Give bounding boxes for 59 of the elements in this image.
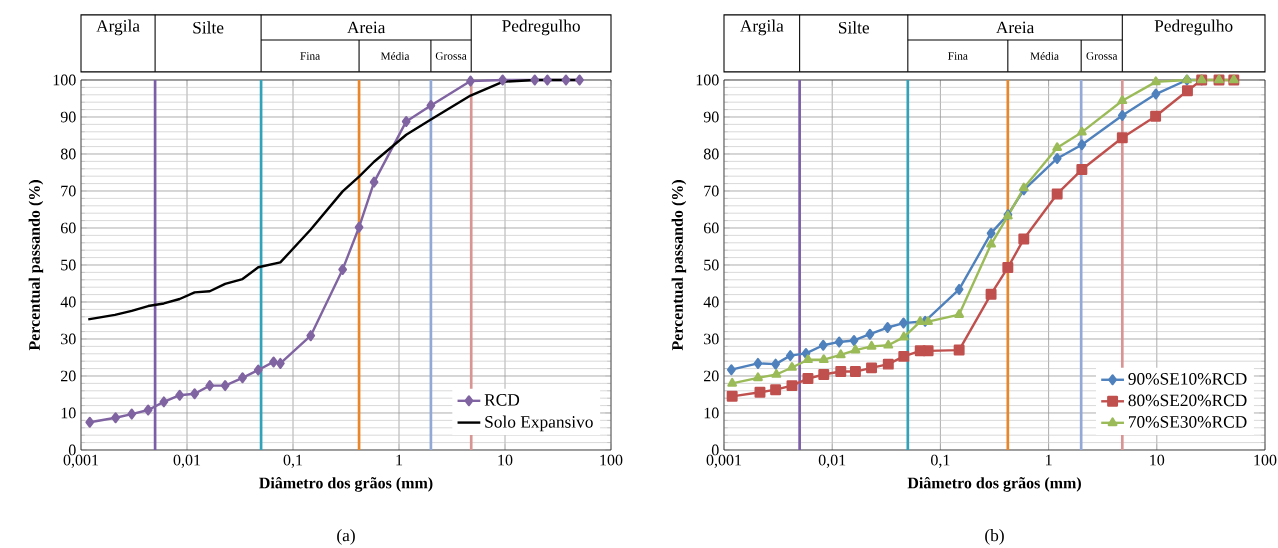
legend-label: 70%SE30%RCD [1128,416,1247,428]
y-tick-label: 80 [60,148,76,160]
text: Fina [948,52,968,60]
text: Areia [347,21,386,34]
text: (a) [337,529,355,545]
y-tick-label: 30 [61,333,76,345]
y-tick-label: 20 [61,370,76,382]
text: Areia [995,21,1035,34]
y-tick-label: 10 [61,407,76,419]
text: Grossa [435,52,467,60]
y-axis-title: Percentual passando (%) [28,180,44,351]
x-axis-title: Diâmetro dos grãos (mm) [259,476,433,492]
text: Média [380,51,410,60]
legend-label: Solo Expansivo [485,415,593,432]
y-tick-label: 50 [61,259,76,271]
text: Pedregulho [1154,19,1233,36]
x-tick-label: 0,01 [818,454,846,468]
legend-label: 80%SE20%RCD [1128,394,1247,407]
y-tick-label: 80 [703,148,719,160]
text: Grossa [1086,52,1118,60]
y-tick-label: 0 [68,444,76,456]
x-tick-label: 0,001 [706,454,742,468]
text: Média [1030,51,1059,60]
x-tick-label: 100 [600,454,623,466]
y-tick-label: 0 [711,444,719,456]
y-tick-label: 10 [704,407,719,419]
text: Fina [300,52,320,60]
y-tick-label: 60 [60,222,76,234]
text: Argila [740,19,784,36]
y-tick-label: 70 [704,185,719,197]
x-tick-label: 10 [498,454,513,466]
x-tick-label: 0,1 [931,454,950,468]
y-axis-title: Percentual passando (%) [671,180,687,351]
y-tick-label: 30 [704,333,719,345]
text: Silte [838,21,870,34]
x-tick-label: 10 [1150,454,1165,466]
y-tick-label: 90 [60,111,76,123]
x-tick-label: 1 [1046,454,1052,466]
x-axis-title: Diâmetro dos grãos (mm) [907,476,1081,492]
y-tick-label: 70 [61,185,76,197]
y-tick-label: 20 [704,370,719,382]
text: (b) [985,529,1004,545]
x-tick-label: 100 [1254,454,1277,466]
y-tick-label: 100 [696,74,719,86]
y-tick-label: 90 [703,111,719,123]
y-tick-label: 40 [60,296,76,308]
text: Pedregulho [502,19,580,36]
legend-label: RCD [484,394,520,406]
x-tick-label: 0,001 [63,454,99,468]
text: Argila [96,19,140,36]
legend-label: 90%SE10%RCD [1128,373,1247,385]
y-tick-label: 40 [703,296,719,308]
y-tick-label: 100 [53,74,76,86]
x-tick-label: 0,1 [283,454,303,468]
text: Silte [193,21,224,34]
x-tick-label: 0,01 [173,454,201,468]
y-tick-label: 60 [703,222,719,234]
x-tick-label: 1 [396,454,403,466]
y-tick-label: 50 [704,259,719,271]
